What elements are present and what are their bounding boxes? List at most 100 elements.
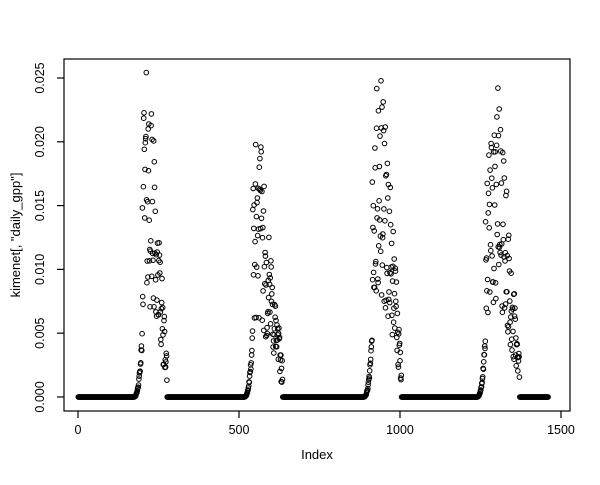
data-point — [502, 258, 508, 264]
data-point — [370, 269, 377, 276]
data-point — [487, 289, 493, 295]
data-point — [156, 252, 163, 258]
data-point — [158, 336, 164, 343]
data-point — [496, 261, 502, 268]
data-point — [484, 288, 490, 294]
data-point — [162, 364, 169, 370]
x-tick-label: 1500 — [547, 423, 575, 437]
data-point — [145, 274, 151, 280]
data-point — [148, 111, 155, 117]
data-point — [144, 279, 150, 286]
data-point — [384, 160, 391, 167]
data-point — [276, 334, 283, 341]
data-point — [140, 183, 147, 190]
data-point — [494, 221, 501, 227]
data-point — [373, 258, 379, 265]
data-point — [389, 278, 396, 284]
data-point — [141, 215, 148, 221]
data-point — [486, 152, 492, 158]
data-point — [483, 255, 490, 261]
y-axis-title: kimenet[, "daily_gpp"] — [8, 173, 23, 298]
data-point — [511, 313, 518, 320]
data-point — [159, 304, 166, 311]
data-point — [516, 374, 523, 380]
data-point — [382, 218, 388, 224]
data-point — [253, 213, 260, 220]
data-point — [505, 329, 511, 335]
data-point — [150, 138, 157, 144]
x-tick-label: 500 — [229, 423, 250, 437]
data-point — [369, 337, 375, 344]
data-point — [492, 149, 499, 155]
data-point — [397, 349, 404, 356]
data-point — [492, 280, 499, 286]
data-point — [279, 376, 286, 383]
data-point — [134, 388, 141, 394]
data-point — [251, 225, 257, 232]
data-point — [389, 312, 395, 319]
data-point — [387, 269, 393, 276]
data-point — [395, 364, 402, 370]
data-point — [154, 297, 160, 303]
data-point — [486, 201, 493, 208]
data-point — [490, 299, 497, 306]
data-point — [265, 294, 272, 301]
data-point — [545, 394, 551, 400]
data-point — [397, 358, 403, 364]
x-axis-title: Index — [301, 447, 333, 462]
data-point — [372, 145, 378, 151]
data-point — [142, 139, 149, 146]
data-point — [248, 360, 254, 366]
data-point — [149, 198, 156, 205]
data-point — [509, 347, 515, 353]
y-axis: 0.000 0.005 0.010 0.015 0.020 0.025 — [33, 62, 64, 413]
data-point — [270, 338, 277, 344]
data-point — [148, 122, 154, 129]
data-point — [506, 232, 512, 239]
data-point — [267, 275, 274, 281]
data-point — [158, 299, 165, 306]
data-point — [375, 279, 381, 286]
data-point — [143, 133, 149, 140]
data-point — [259, 234, 266, 241]
data-point — [390, 319, 397, 326]
data-point — [482, 338, 489, 345]
data-point — [164, 377, 170, 384]
data-point — [516, 350, 522, 357]
data-point — [158, 305, 165, 312]
data-point — [261, 327, 267, 334]
data-point — [135, 382, 142, 388]
data-point — [253, 264, 260, 270]
data-point — [367, 356, 374, 363]
data-point — [371, 228, 378, 234]
data-point — [368, 344, 375, 350]
data-point — [366, 375, 373, 381]
data-point — [500, 158, 507, 164]
data-point — [273, 344, 280, 350]
data-point — [373, 125, 380, 131]
data-point — [269, 284, 276, 291]
data-point — [380, 231, 386, 237]
data-point — [485, 190, 492, 197]
data-point — [260, 224, 266, 231]
data-point — [513, 363, 520, 369]
data-point — [379, 234, 386, 241]
data-point — [260, 208, 267, 214]
data-point — [480, 366, 487, 373]
data-point — [269, 301, 276, 308]
data-point — [150, 257, 156, 264]
data-point — [148, 273, 155, 280]
data-point — [266, 234, 272, 241]
data-point — [495, 85, 501, 91]
data-point — [487, 167, 493, 173]
x-axis: 0 500 1000 1500 — [75, 411, 575, 437]
data-point — [144, 258, 150, 264]
data-point — [500, 236, 507, 243]
data-point — [146, 217, 152, 223]
data-point — [145, 167, 152, 174]
data-point — [161, 328, 168, 335]
data-point — [507, 341, 514, 348]
data-point — [376, 163, 383, 170]
data-point — [515, 368, 521, 374]
